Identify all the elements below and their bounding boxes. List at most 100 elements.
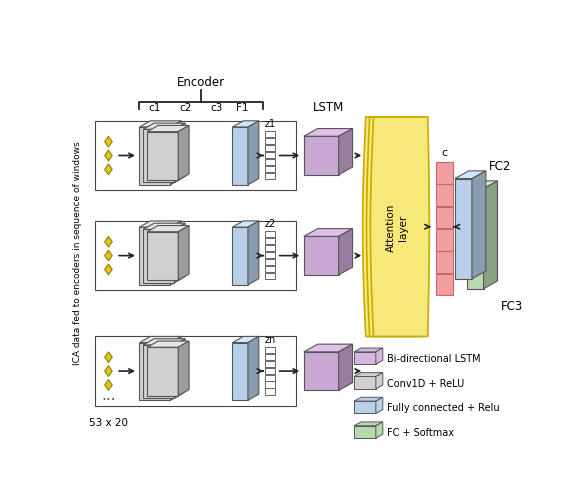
Polygon shape bbox=[105, 366, 112, 377]
Polygon shape bbox=[354, 348, 383, 352]
Polygon shape bbox=[376, 348, 383, 364]
Polygon shape bbox=[143, 339, 185, 345]
Bar bbox=[265, 139, 275, 145]
Text: ICA data fed to encoders in sequence of windows: ICA data fed to encoders in sequence of … bbox=[73, 141, 82, 365]
Bar bbox=[95, 337, 296, 406]
Polygon shape bbox=[233, 227, 248, 285]
Polygon shape bbox=[354, 373, 383, 377]
Polygon shape bbox=[105, 265, 112, 275]
Bar bbox=[265, 245, 275, 252]
Text: z2: z2 bbox=[264, 219, 276, 229]
Polygon shape bbox=[105, 237, 112, 247]
Polygon shape bbox=[105, 151, 112, 161]
Polygon shape bbox=[248, 122, 259, 185]
Bar bbox=[265, 347, 275, 353]
Polygon shape bbox=[339, 345, 353, 391]
Polygon shape bbox=[147, 132, 178, 181]
Polygon shape bbox=[304, 352, 339, 391]
Polygon shape bbox=[233, 128, 248, 185]
Text: c: c bbox=[441, 148, 447, 158]
Polygon shape bbox=[178, 126, 189, 181]
Bar bbox=[265, 382, 275, 388]
Polygon shape bbox=[233, 343, 248, 401]
Polygon shape bbox=[248, 337, 259, 401]
Text: FC2: FC2 bbox=[489, 160, 511, 173]
Text: 53 x 20: 53 x 20 bbox=[89, 417, 128, 427]
Polygon shape bbox=[147, 226, 189, 232]
Bar bbox=[265, 375, 275, 381]
Polygon shape bbox=[178, 226, 189, 281]
Bar bbox=[435, 207, 453, 229]
Polygon shape bbox=[248, 221, 259, 285]
Polygon shape bbox=[143, 230, 174, 283]
Polygon shape bbox=[174, 339, 185, 398]
Text: F1: F1 bbox=[237, 103, 249, 113]
Bar bbox=[265, 253, 275, 259]
Polygon shape bbox=[140, 122, 181, 128]
Polygon shape bbox=[170, 221, 181, 285]
Bar bbox=[265, 267, 275, 273]
Bar bbox=[95, 122, 296, 191]
Polygon shape bbox=[376, 373, 383, 389]
Polygon shape bbox=[140, 221, 181, 227]
Text: c3: c3 bbox=[211, 103, 223, 113]
Polygon shape bbox=[147, 232, 178, 281]
Bar bbox=[95, 221, 296, 291]
Polygon shape bbox=[376, 397, 383, 414]
Text: LSTM: LSTM bbox=[312, 101, 344, 114]
Polygon shape bbox=[174, 224, 185, 283]
Bar bbox=[265, 389, 275, 395]
Polygon shape bbox=[370, 118, 429, 337]
Polygon shape bbox=[354, 401, 376, 414]
Bar bbox=[265, 132, 275, 138]
Polygon shape bbox=[304, 229, 353, 237]
Text: Attention
layer: Attention layer bbox=[386, 203, 408, 252]
Polygon shape bbox=[140, 343, 170, 401]
Text: zn: zn bbox=[264, 334, 276, 344]
Polygon shape bbox=[354, 377, 376, 389]
Bar bbox=[265, 166, 275, 173]
Text: z1: z1 bbox=[264, 119, 276, 129]
Polygon shape bbox=[233, 122, 259, 128]
Polygon shape bbox=[147, 126, 189, 132]
Polygon shape bbox=[105, 380, 112, 391]
Text: FC + Softmax: FC + Softmax bbox=[386, 427, 454, 437]
Polygon shape bbox=[143, 130, 174, 183]
Polygon shape bbox=[354, 426, 376, 438]
Polygon shape bbox=[170, 337, 181, 401]
Polygon shape bbox=[178, 341, 189, 396]
Polygon shape bbox=[233, 337, 259, 343]
Polygon shape bbox=[483, 181, 498, 289]
Polygon shape bbox=[354, 397, 383, 401]
Polygon shape bbox=[143, 124, 185, 130]
Polygon shape bbox=[174, 124, 185, 183]
Bar bbox=[435, 185, 453, 206]
Bar bbox=[265, 153, 275, 159]
Polygon shape bbox=[105, 137, 112, 148]
Polygon shape bbox=[354, 422, 383, 426]
Polygon shape bbox=[363, 118, 422, 337]
Text: Bi-directional LSTM: Bi-directional LSTM bbox=[386, 353, 481, 363]
Polygon shape bbox=[376, 422, 383, 438]
Polygon shape bbox=[472, 171, 486, 279]
Bar bbox=[265, 239, 275, 245]
Polygon shape bbox=[140, 128, 170, 185]
Polygon shape bbox=[367, 118, 425, 337]
Polygon shape bbox=[233, 221, 259, 227]
Polygon shape bbox=[304, 137, 339, 175]
Polygon shape bbox=[339, 129, 353, 175]
Polygon shape bbox=[105, 250, 112, 262]
Bar bbox=[265, 232, 275, 238]
Polygon shape bbox=[466, 181, 498, 189]
Text: Fully connected + Relu: Fully connected + Relu bbox=[386, 402, 499, 412]
Text: FC3: FC3 bbox=[500, 300, 523, 313]
Polygon shape bbox=[105, 165, 112, 175]
Bar bbox=[435, 229, 453, 251]
Text: Conv1D + ReLU: Conv1D + ReLU bbox=[386, 378, 464, 388]
Polygon shape bbox=[143, 224, 185, 230]
Polygon shape bbox=[170, 122, 181, 185]
Text: c2: c2 bbox=[180, 103, 192, 113]
Polygon shape bbox=[339, 229, 353, 275]
Bar bbox=[265, 173, 275, 180]
Bar bbox=[435, 163, 453, 184]
